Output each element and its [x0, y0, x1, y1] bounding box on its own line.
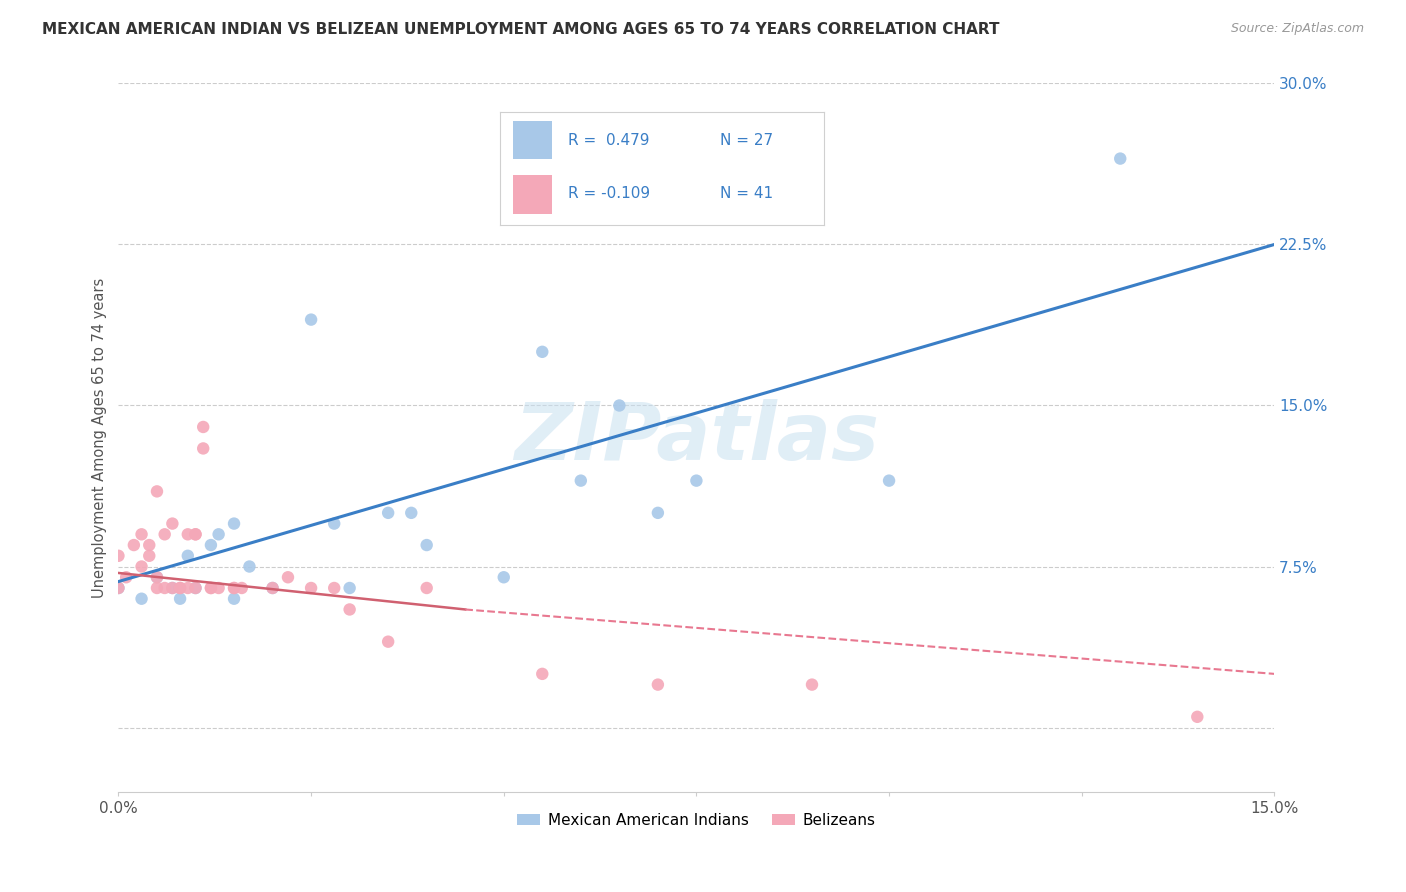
Point	[200, 581, 222, 595]
Point	[169, 581, 191, 595]
Point	[146, 570, 169, 584]
Point	[184, 527, 207, 541]
Point	[647, 677, 669, 691]
Point	[184, 527, 207, 541]
Point	[222, 516, 245, 531]
Point	[153, 581, 176, 595]
Point	[162, 581, 184, 595]
Point	[115, 570, 138, 584]
Point	[531, 344, 554, 359]
Point	[1187, 710, 1209, 724]
Point	[299, 312, 322, 326]
Point	[162, 581, 184, 595]
Point	[193, 420, 215, 434]
Point	[222, 581, 245, 595]
Point	[609, 399, 631, 413]
Point	[131, 559, 153, 574]
Legend: Mexican American Indians, Belizeans: Mexican American Indians, Belizeans	[512, 806, 882, 834]
Point	[685, 474, 707, 488]
Point	[200, 581, 222, 595]
Point	[262, 581, 284, 595]
Point	[107, 549, 129, 563]
Point	[153, 527, 176, 541]
Text: ZIPatlas: ZIPatlas	[515, 399, 879, 476]
Point	[415, 538, 437, 552]
Y-axis label: Unemployment Among Ages 65 to 74 years: Unemployment Among Ages 65 to 74 years	[93, 277, 107, 598]
Point	[277, 570, 299, 584]
Point	[323, 581, 346, 595]
Point	[169, 591, 191, 606]
Point	[177, 549, 200, 563]
Point	[146, 570, 169, 584]
Point	[299, 581, 322, 595]
Text: MEXICAN AMERICAN INDIAN VS BELIZEAN UNEMPLOYMENT AMONG AGES 65 TO 74 YEARS CORRE: MEXICAN AMERICAN INDIAN VS BELIZEAN UNEM…	[42, 22, 1000, 37]
Point	[323, 516, 346, 531]
Point	[415, 581, 437, 595]
Point	[401, 506, 423, 520]
Point	[339, 581, 361, 595]
Point	[492, 570, 515, 584]
Point	[131, 527, 153, 541]
Point	[193, 442, 215, 456]
Point	[1109, 152, 1132, 166]
Point	[177, 527, 200, 541]
Point	[200, 538, 222, 552]
Point	[177, 581, 200, 595]
Point	[262, 581, 284, 595]
Point	[222, 591, 245, 606]
Point	[238, 559, 260, 574]
Point	[169, 581, 191, 595]
Point	[162, 516, 184, 531]
Point	[184, 581, 207, 595]
Point	[207, 527, 229, 541]
Point	[207, 581, 229, 595]
Point	[107, 581, 129, 595]
Point	[877, 474, 900, 488]
Point	[569, 474, 592, 488]
Point	[377, 506, 399, 520]
Point	[531, 666, 554, 681]
Point	[647, 506, 669, 520]
Point	[138, 538, 160, 552]
Point	[107, 581, 129, 595]
Point	[131, 591, 153, 606]
Point	[377, 634, 399, 648]
Point	[146, 581, 169, 595]
Point	[231, 581, 253, 595]
Text: Source: ZipAtlas.com: Source: ZipAtlas.com	[1230, 22, 1364, 36]
Point	[801, 677, 824, 691]
Point	[339, 602, 361, 616]
Point	[122, 538, 145, 552]
Point	[222, 581, 245, 595]
Point	[184, 581, 207, 595]
Point	[138, 549, 160, 563]
Point	[146, 484, 169, 499]
